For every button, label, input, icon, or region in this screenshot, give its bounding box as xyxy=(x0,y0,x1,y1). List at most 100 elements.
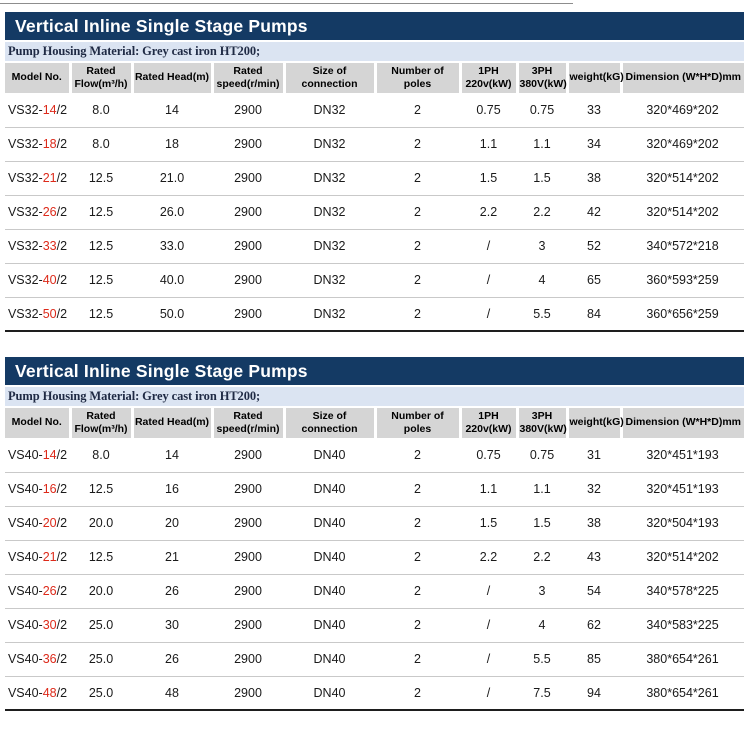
table-title: Vertical Inline Single Stage Pumps xyxy=(15,361,308,381)
cell-head: 20 xyxy=(132,505,212,540)
cell-dimension: 360*593*259 xyxy=(621,262,744,297)
cell-power_3ph: 1.1 xyxy=(517,126,567,161)
table-row: VS40-48/2 25.0 48 2900 DN40 2/7.5 94 380*654*26… xyxy=(5,675,744,710)
cell-power_1ph: / xyxy=(460,228,517,263)
cell-poles: 2 xyxy=(375,607,460,642)
model-text: VS32- xyxy=(7,137,43,151)
table-row: VS32-14/2 8.0 14 2900 DN32 2 0.75 0.75 33 320*469… xyxy=(5,93,744,127)
cell-speed: 2900 xyxy=(234,102,262,117)
column-header: Size of connection xyxy=(282,63,375,93)
pump-spec-table: Model No. Rated Flow(m³/h) Rated Head(m) Ra… xyxy=(5,408,744,711)
cell-power_3ph: 5.5 xyxy=(517,296,567,331)
cell-poles: 2 xyxy=(375,194,460,229)
cell-connection: DN40 xyxy=(284,573,375,608)
model-highlight: 26 xyxy=(42,205,57,219)
cell-model: VS32-50/2 xyxy=(5,296,70,331)
cell-dimension: 360*656*259 xyxy=(621,296,744,331)
model-text: /2 xyxy=(56,685,68,700)
cell-dimension: 340*583*225 xyxy=(621,607,744,642)
cell-poles: 2 xyxy=(414,447,421,462)
cell-flow: 8.0 xyxy=(92,102,110,117)
model-highlight: 14 xyxy=(42,102,57,117)
model-text: /2 xyxy=(56,306,68,321)
cell-flow: 8.0 xyxy=(70,126,132,161)
model-highlight: 14 xyxy=(42,447,57,462)
cell-poles: 2 xyxy=(414,102,421,117)
cell-connection: DN40 xyxy=(284,675,375,710)
cell-power_1ph: 1.5 xyxy=(460,505,517,540)
pump-table-section-vs32: Vertical Inline Single Stage Pumps Pump … xyxy=(5,0,744,332)
cell-speed: 2900 xyxy=(212,641,284,676)
cell-head: 50.0 xyxy=(132,296,212,331)
model-highlight: 30 xyxy=(42,618,57,632)
column-header: weight(kG) xyxy=(565,408,624,438)
cell-connection: DN32 xyxy=(284,126,375,161)
cell-dimension: 320*514*202 xyxy=(621,194,744,229)
cell-dimension: 320*451*193 xyxy=(621,471,744,506)
cell-speed: 2900 xyxy=(212,126,284,161)
cell-head: 16 xyxy=(132,471,212,506)
cell-speed: 2900 xyxy=(212,539,284,574)
model-text: VS40- xyxy=(7,652,43,666)
cell-power_3ph: 2.2 xyxy=(517,539,567,574)
cell-weight: 43 xyxy=(567,539,621,574)
table-row: VS32-18/2 8.0 18 2900 DN32 2 1.1 1.1 34 320*469*2… xyxy=(5,126,744,161)
cell-speed: 2900 xyxy=(212,607,284,642)
cell-power_1ph: 1.1 xyxy=(460,471,517,506)
cell-speed: 2900 xyxy=(212,471,284,506)
column-header: Rated Flow(m³/h) xyxy=(68,63,132,93)
model-text: /2 xyxy=(56,447,68,462)
table-row: VS32-21/2 12.5 21.0 2900 DN32 2 1.5 1.5 38 320*51… xyxy=(5,160,744,195)
cell-power_3ph: 1.5 xyxy=(517,160,567,195)
cell-weight: 42 xyxy=(567,194,621,229)
cell-model: VS40-26/2 xyxy=(5,573,70,608)
cell-weight: 34 xyxy=(567,126,621,161)
cell-connection: DN32 xyxy=(313,102,346,117)
cell-dimension: 380*654*261 xyxy=(621,675,744,710)
model-text: /2 xyxy=(56,652,68,666)
cell-power_1ph: 0.75 xyxy=(476,102,501,117)
cell-weight: 85 xyxy=(567,641,621,676)
model-highlight: 36 xyxy=(42,652,57,666)
cell-model: VS32-18/2 xyxy=(5,126,70,161)
cell-flow: 25.0 xyxy=(70,641,132,676)
cell-weight: 32 xyxy=(567,471,621,506)
cell-dimension: 320*504*193 xyxy=(621,505,744,540)
column-header: Dimension (W*H*D)mm xyxy=(619,408,744,438)
model-text: VS32- xyxy=(7,205,43,219)
cell-power_1ph: / xyxy=(460,262,517,297)
cell-power_1ph: / xyxy=(460,296,517,331)
column-header: 3PH 380V(kW) xyxy=(515,408,567,438)
cell-flow: 12.5 xyxy=(70,471,132,506)
column-header: Number of poles xyxy=(373,63,460,93)
cell-flow: 12.5 xyxy=(70,228,132,263)
cell-head: 33.0 xyxy=(132,228,212,263)
cell-connection: DN32 xyxy=(284,262,375,297)
cell-weight: 33 xyxy=(587,102,601,117)
column-header: Rated Flow(m³/h) xyxy=(68,408,132,438)
cell-model: VS40-36/2 xyxy=(5,641,70,676)
cell-dimension: 320*514*202 xyxy=(621,160,744,195)
material-note: Pump Housing Material: Grey cast iron HT… xyxy=(8,44,261,58)
cell-speed: 2900 xyxy=(234,447,262,462)
cell-poles: 2 xyxy=(375,262,460,297)
cell-power_1ph: / xyxy=(460,607,517,642)
cell-head: 21 xyxy=(132,539,212,574)
table-title-bar: Vertical Inline Single Stage Pumps xyxy=(5,12,744,40)
cell-power_1ph: 2.2 xyxy=(460,194,517,229)
table-title-bar: Vertical Inline Single Stage Pumps xyxy=(5,357,744,385)
cell-weight: 62 xyxy=(567,607,621,642)
cell-weight: 65 xyxy=(567,262,621,297)
model-highlight: 18 xyxy=(42,137,57,151)
model-highlight: 21 xyxy=(42,171,57,185)
cell-poles: 2 xyxy=(375,228,460,263)
cell-connection: DN32 xyxy=(284,228,375,263)
cell-connection: DN40 xyxy=(313,447,346,462)
cell-model: VS40-20/2 xyxy=(5,505,70,540)
model-text: VS40- xyxy=(7,685,43,700)
cell-power_1ph: / xyxy=(460,641,517,676)
cell-dimension: 340*572*218 xyxy=(621,228,744,263)
cell-power_3ph: 2.2 xyxy=(517,194,567,229)
cell-poles: 2 xyxy=(375,573,460,608)
table-row: VS40-21/2 12.5 21 2900 DN40 2 2.2 2.2 43 320*514*… xyxy=(5,539,744,574)
